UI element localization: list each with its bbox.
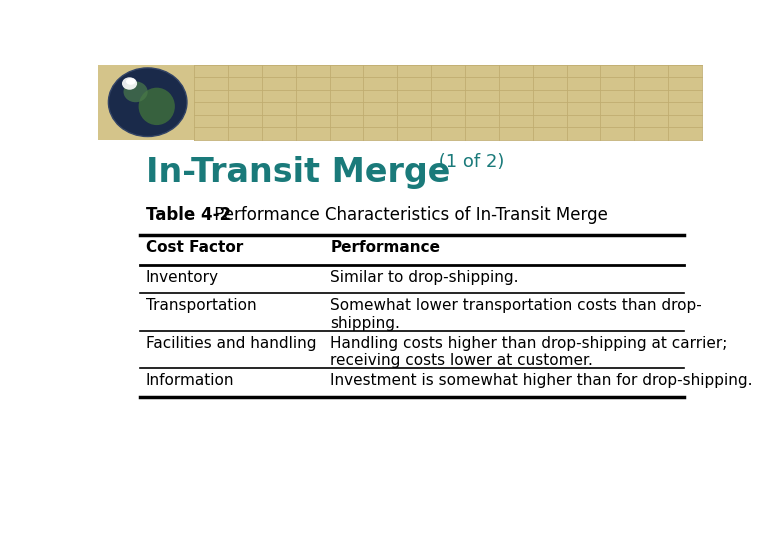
Text: Information: Information	[146, 373, 234, 388]
Text: Somewhat lower transportation costs than drop-
shipping.: Somewhat lower transportation costs than…	[330, 299, 702, 331]
Text: (1 of 2): (1 of 2)	[433, 153, 505, 171]
Ellipse shape	[123, 82, 147, 102]
Text: Facilities and handling: Facilities and handling	[146, 336, 317, 351]
Text: Similar to drop-shipping.: Similar to drop-shipping.	[330, 270, 519, 285]
Text: Performance: Performance	[330, 240, 440, 255]
Text: Performance Characteristics of In-Transit Merge: Performance Characteristics of In-Transi…	[209, 206, 608, 224]
Bar	[98, 65, 702, 140]
Text: In-Transit Merge: In-Transit Merge	[146, 156, 450, 190]
Text: Handling costs higher than drop-shipping at carrier;
receiving costs lower at cu: Handling costs higher than drop-shipping…	[330, 336, 728, 368]
Text: Investment is somewhat higher than for drop-shipping.: Investment is somewhat higher than for d…	[330, 373, 753, 388]
Circle shape	[126, 78, 136, 85]
Ellipse shape	[108, 68, 187, 137]
Ellipse shape	[122, 77, 137, 90]
Text: Inventory: Inventory	[146, 270, 219, 285]
Ellipse shape	[139, 87, 175, 125]
Text: Cost Factor: Cost Factor	[146, 240, 243, 255]
Text: Transportation: Transportation	[146, 299, 257, 314]
Text: Table 4-2: Table 4-2	[146, 206, 231, 224]
